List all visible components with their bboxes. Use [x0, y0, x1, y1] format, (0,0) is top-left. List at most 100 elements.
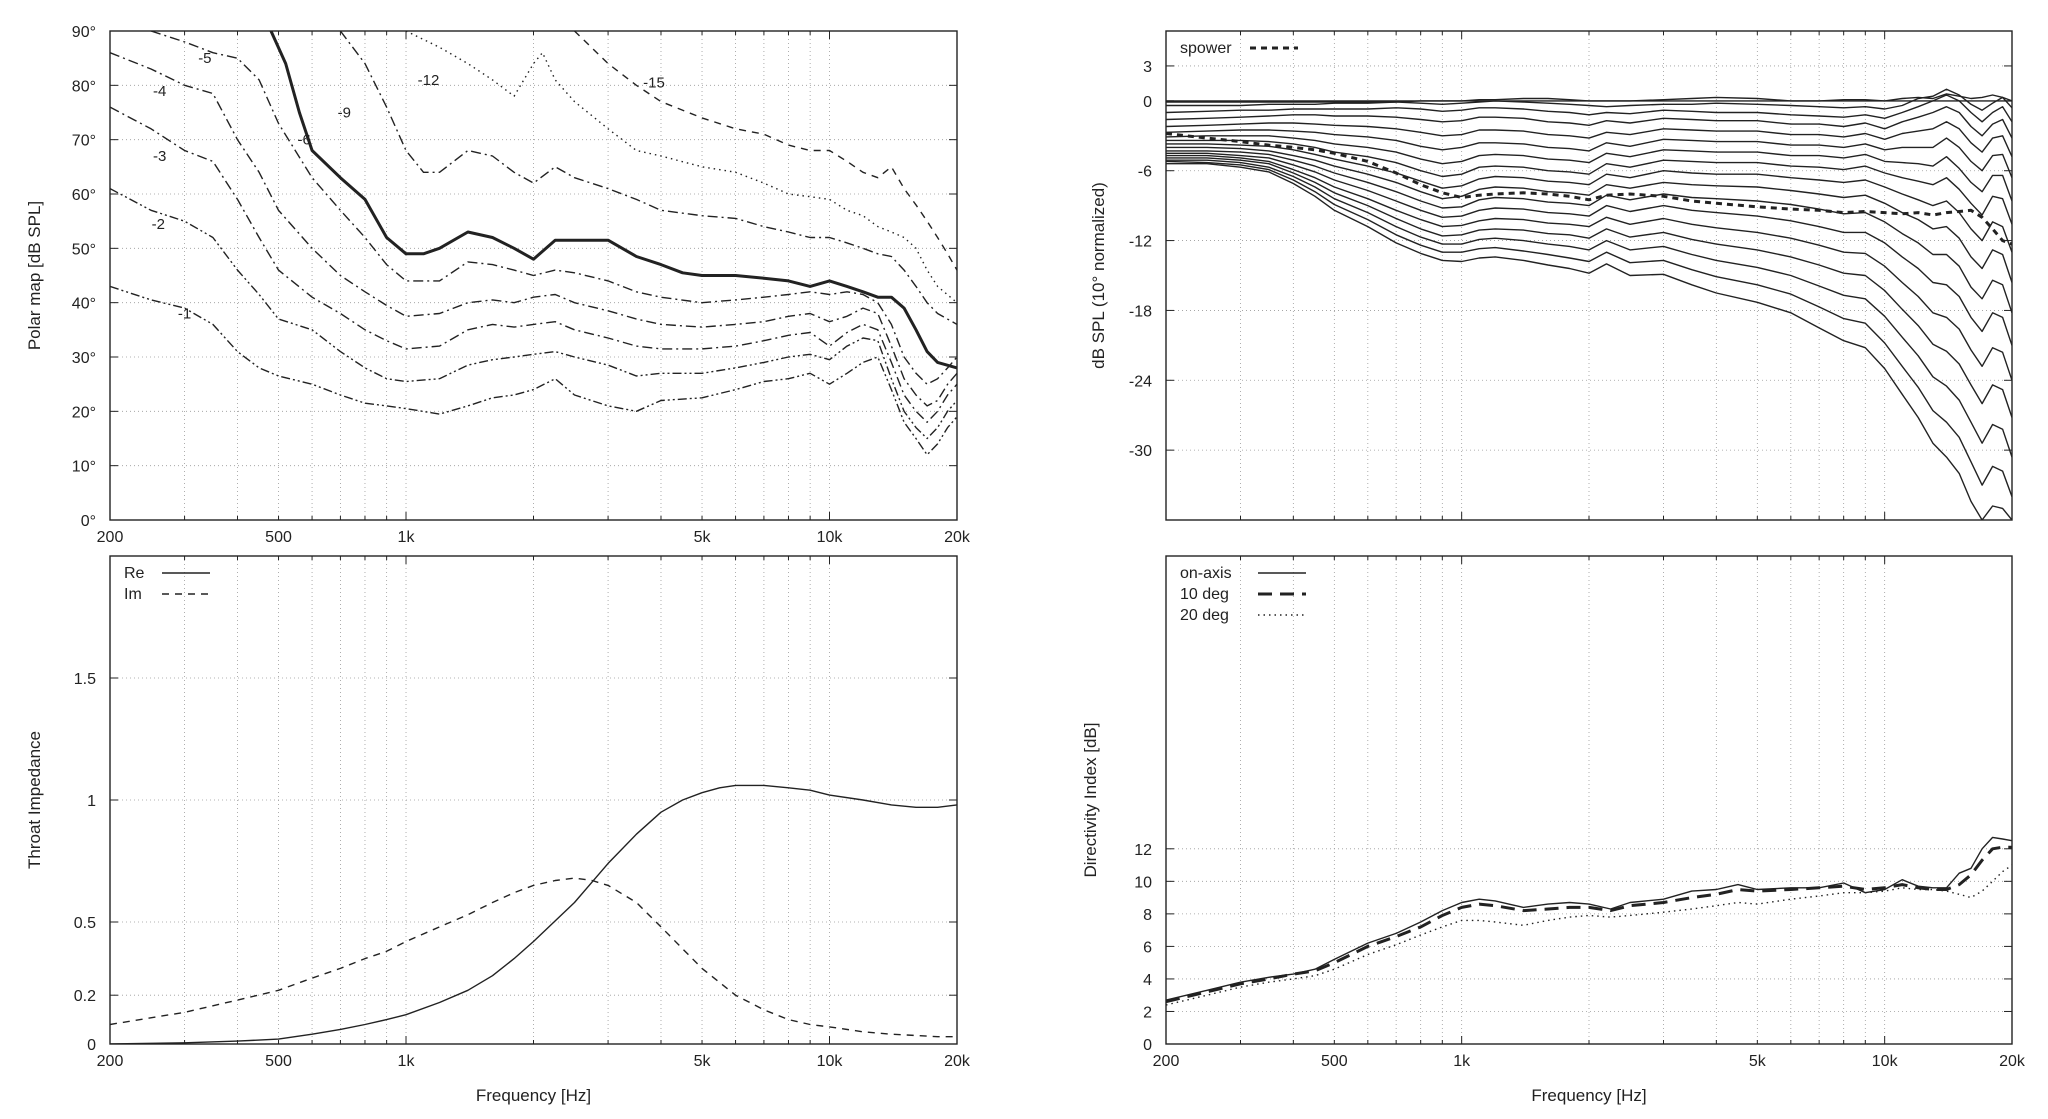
impedance-panel: 0 0.2 0.5 1 1.5 200 500 1k 5k 10k 20k Frequency [Hz…	[25, 555, 971, 1105]
x-tick-label: 200	[1153, 1053, 1180, 1070]
angle-curve-7	[1166, 135, 2012, 202]
angle-curve-14	[1166, 157, 2012, 418]
series-line-10 deg	[1166, 845, 2012, 1004]
y-tick-label: -18	[1129, 303, 1152, 320]
angle-curve-4	[1166, 105, 2012, 139]
series-line--1	[110, 285, 957, 456]
series-line--2	[110, 187, 957, 440]
contour-label: -15	[643, 75, 665, 92]
y-tick-label: 50°	[72, 241, 96, 258]
x-tick-label: 5k	[694, 529, 712, 546]
polar-plot-area	[110, 31, 957, 456]
x-tick-label: 500	[1321, 1053, 1348, 1070]
x-tick-label: 200	[97, 1053, 124, 1070]
y-tick-label: 8	[1143, 907, 1152, 924]
angle-curve-1	[1166, 93, 2012, 103]
x-tick-label: 1k	[398, 1053, 416, 1070]
directivity-plot-area	[1166, 836, 2012, 1006]
x-tick-label: 20k	[944, 529, 971, 546]
series-line-spower	[1166, 132, 2012, 246]
x-tick-label: 20k	[944, 1053, 971, 1070]
x-tick-label: 500	[265, 1053, 292, 1070]
y-tick-label: 70°	[72, 133, 96, 150]
y-tick-label: 10	[1134, 874, 1152, 891]
y-tick-label: 12	[1134, 842, 1152, 859]
contour-label: -6	[298, 132, 311, 149]
x-tick-label: 10k	[1872, 1053, 1899, 1070]
spl-plot-area	[1166, 88, 2012, 520]
y-axis-label: Polar map [dB SPL]	[25, 201, 44, 350]
y-tick-label: 80°	[72, 78, 96, 95]
legend-label: Re	[124, 565, 145, 582]
y-axis-label: dB SPL (10° normalized)	[1089, 182, 1108, 369]
angle-curve-13	[1166, 154, 2012, 381]
series-line-on-axis	[1166, 836, 2012, 1001]
series-line-Re	[110, 784, 957, 1044]
y-tick-label: 0	[1143, 1037, 1152, 1054]
y-tick-label: 0.2	[74, 988, 96, 1005]
angle-curve-5	[1166, 121, 2012, 157]
y-tick-label: 90°	[72, 24, 96, 41]
y-tick-label: -24	[1129, 373, 1152, 390]
legend-label: 10 deg	[1180, 586, 1229, 603]
angle-curve-11	[1166, 150, 2012, 314]
legend-label: 20 deg	[1180, 607, 1229, 624]
y-axis-label: Throat Impedance	[25, 731, 44, 869]
series-line-Im	[110, 877, 957, 1038]
directivity-panel: 0 2 4 6 8 10 12 200 500 1k 5k 10k 20k Frequency [Hz] D…	[1081, 555, 2026, 1105]
x-tick-label: 1k	[398, 529, 416, 546]
angle-curve-3	[1166, 94, 2012, 123]
y-tick-label: 2	[1143, 1004, 1152, 1021]
y-tick-label: 0	[87, 1037, 96, 1054]
x-tick-label: 1k	[1453, 1053, 1471, 1070]
angle-curve-6	[1166, 129, 2012, 178]
angle-curve-17	[1166, 162, 2012, 520]
y-axis-label: Directivity Index [dB]	[1081, 723, 1100, 878]
x-tick-label: 20k	[1999, 1053, 2026, 1070]
contour-label: -2	[152, 216, 165, 233]
x-tick-label: 5k	[1749, 1053, 1767, 1070]
y-tick-label: -30	[1129, 443, 1152, 460]
y-tick-label: 0°	[81, 513, 96, 530]
y-tick-label: 0	[1143, 94, 1152, 111]
x-tick-label: 200	[97, 529, 124, 546]
contour-label: -4	[153, 83, 166, 100]
y-tick-label: 30°	[72, 350, 96, 367]
y-tick-label: 1	[87, 793, 96, 810]
series-line--5	[150, 31, 957, 385]
polar-panel: -1 -2 -3 -4 -5 -6 -9 -12 -15 0° 10° 20° 30° 40° 50° 60°…	[25, 24, 971, 546]
y-tick-label: 3	[1143, 59, 1152, 76]
legend-label: Im	[124, 586, 142, 603]
angle-curve-12	[1166, 152, 2012, 346]
contour-label: -9	[338, 105, 351, 122]
series-line--15	[574, 31, 957, 271]
angle-curve-10	[1166, 146, 2012, 283]
angle-curve-8	[1166, 139, 2012, 225]
legend-label: spower	[1180, 40, 1232, 57]
contour-label: -3	[153, 148, 166, 165]
contour-label: -5	[198, 50, 211, 67]
x-axis-label: Frequency [Hz]	[1531, 1086, 1646, 1105]
y-tick-label: 4	[1143, 972, 1152, 989]
legend-label: on-axis	[1180, 565, 1232, 582]
x-tick-label: 10k	[817, 1053, 844, 1070]
y-tick-label: 20°	[72, 404, 96, 421]
y-tick-label: 60°	[72, 187, 96, 204]
series-line-20 deg	[1166, 864, 2012, 1006]
series-line--12	[405, 31, 957, 304]
y-tick-label: 40°	[72, 296, 96, 313]
y-tick-label: 10°	[72, 459, 96, 476]
angle-curve-2	[1166, 88, 2012, 111]
y-tick-label: 0.5	[74, 915, 96, 932]
y-tick-label: 6	[1143, 939, 1152, 956]
impedance-plot-area	[110, 784, 957, 1044]
y-tick-label: 1.5	[74, 671, 96, 688]
x-tick-label: 5k	[694, 1053, 712, 1070]
y-tick-label: -6	[1138, 164, 1152, 181]
series-line--4	[110, 52, 957, 407]
series-line--3	[110, 106, 957, 423]
y-tick-label: -12	[1129, 234, 1152, 251]
angle-curve-9	[1166, 143, 2012, 253]
